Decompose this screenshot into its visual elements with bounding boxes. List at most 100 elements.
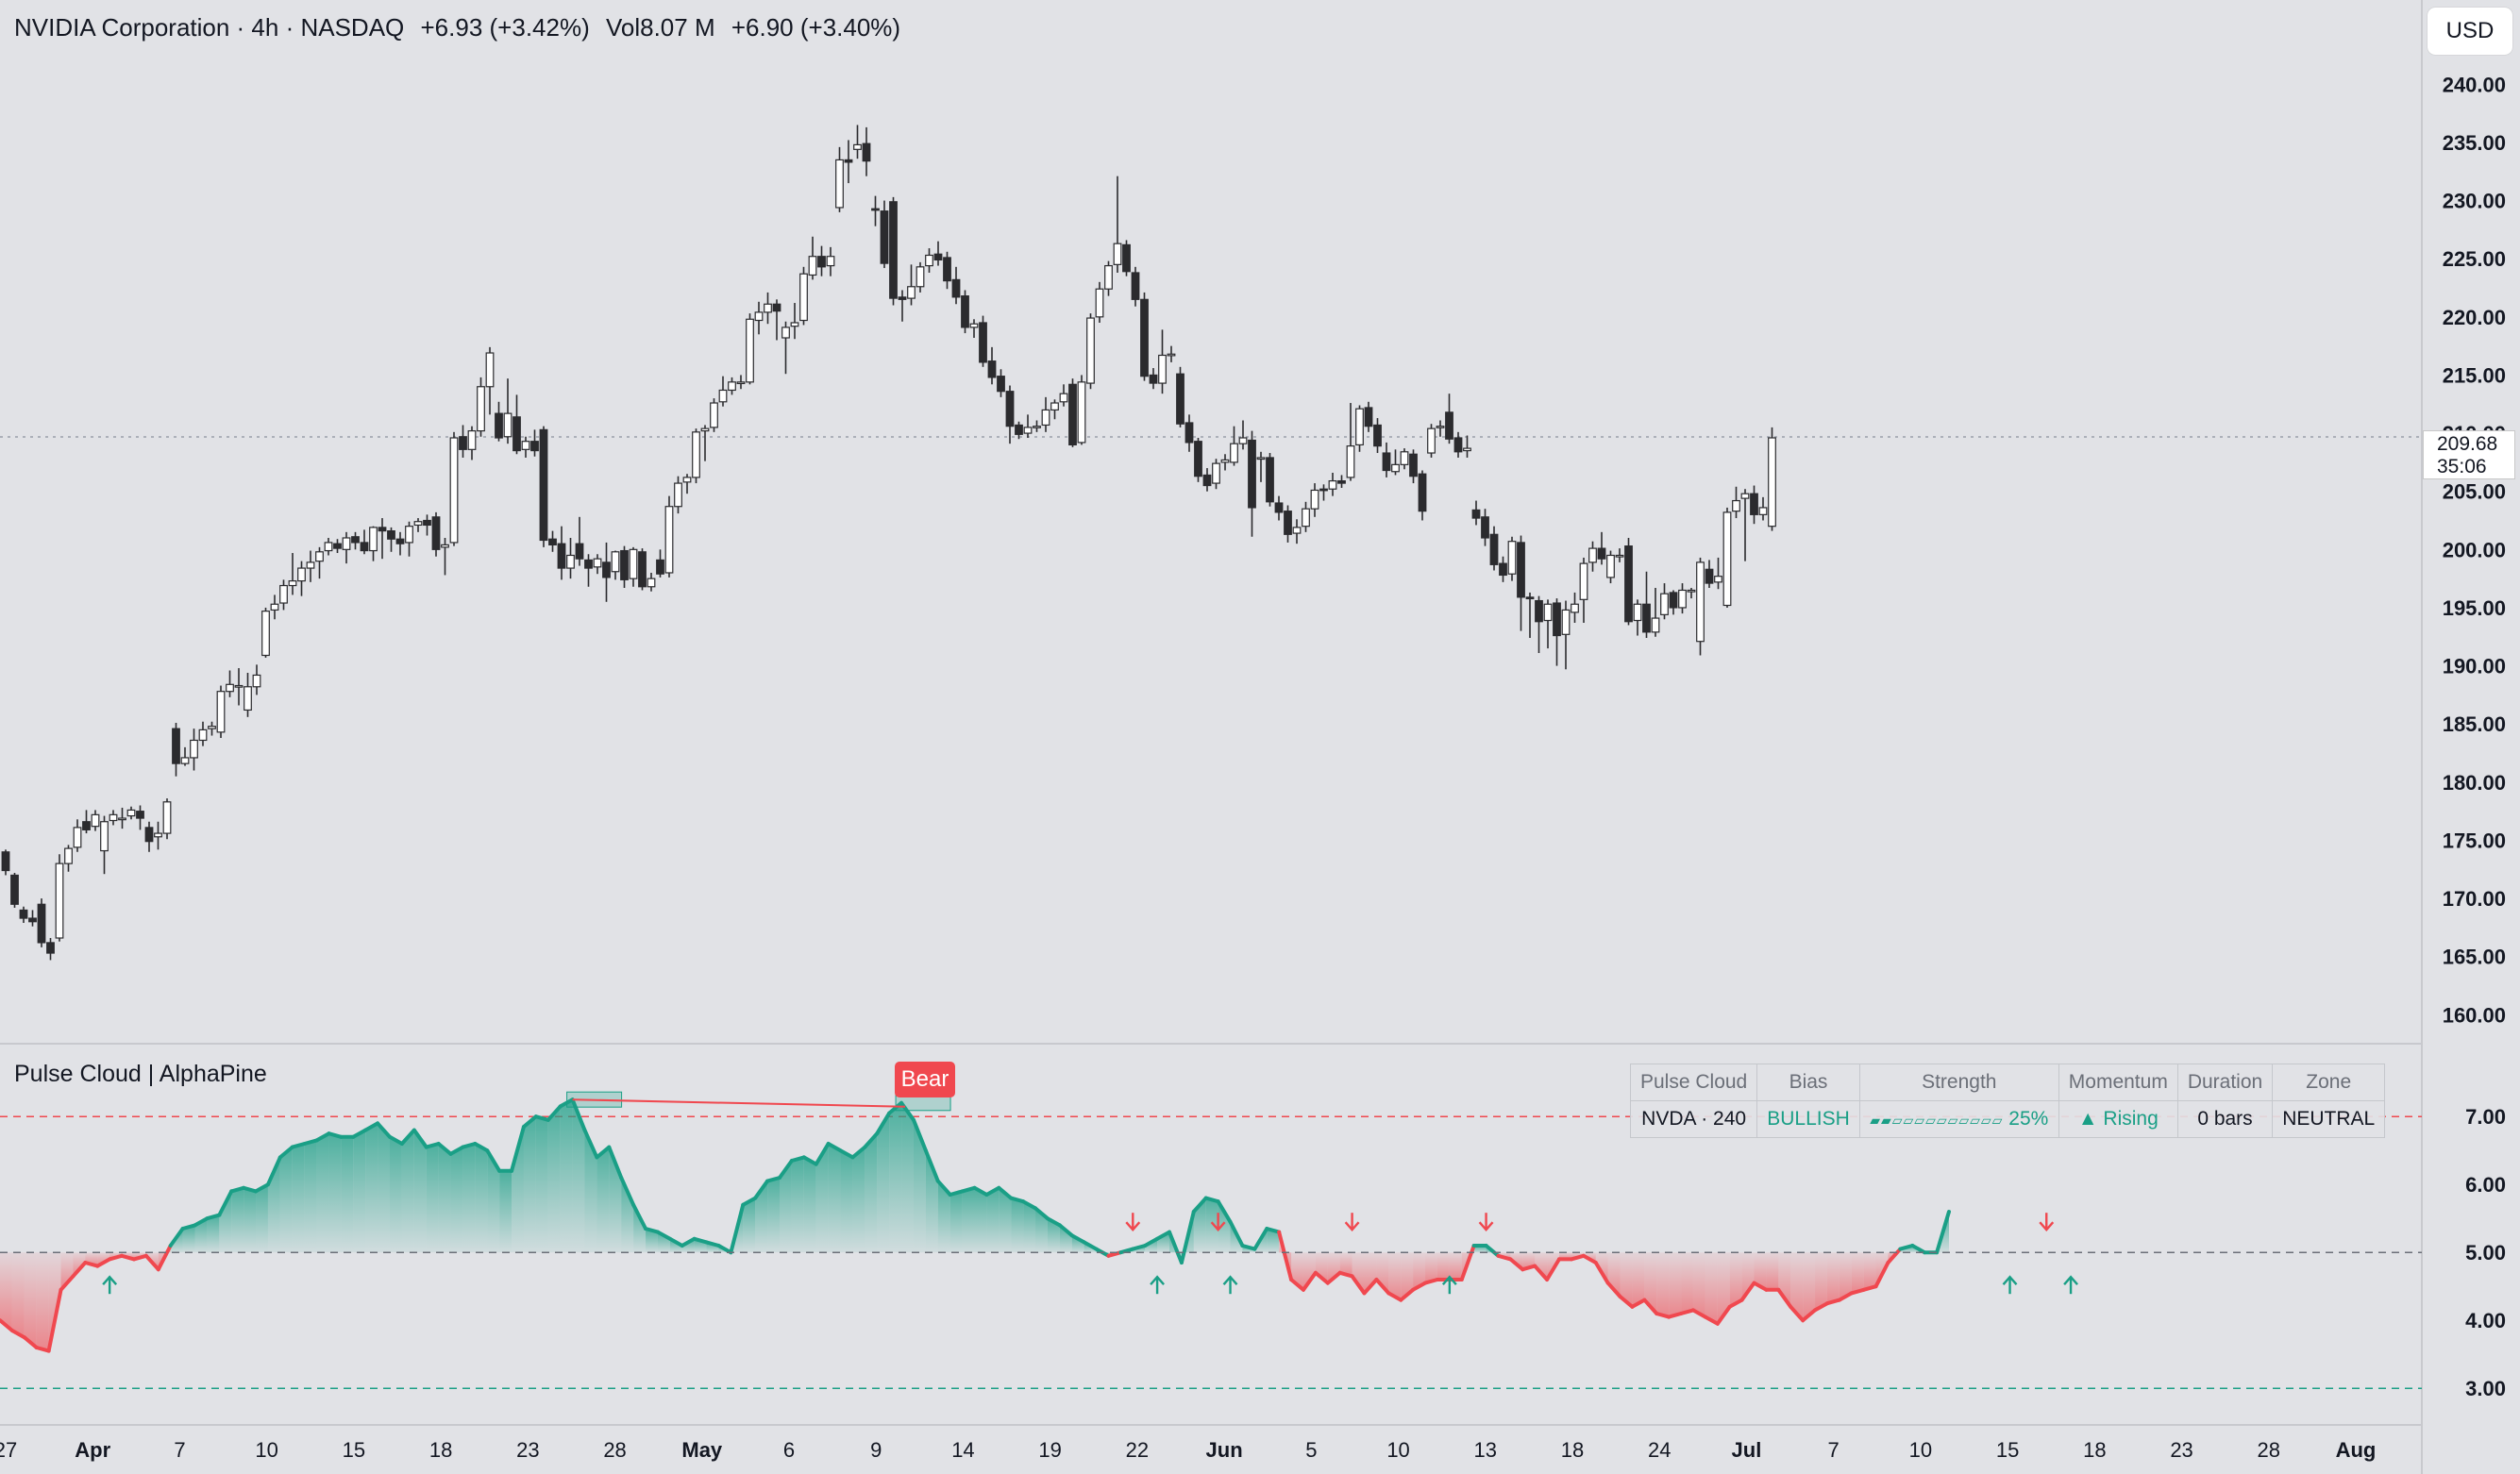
time-tick-label: 10 xyxy=(1386,1438,1409,1462)
candle xyxy=(611,550,620,580)
candle xyxy=(692,428,700,484)
candle xyxy=(1113,176,1122,273)
bar-countdown: 35:06 xyxy=(2437,456,2487,477)
pulse-line-segment xyxy=(1289,1278,1305,1292)
pulse-line-segment xyxy=(1935,1210,1951,1255)
pulse-line-segment xyxy=(302,1138,319,1146)
pulse-line-segment xyxy=(1655,1312,1672,1319)
pulse-line-segment xyxy=(644,1227,660,1234)
candle xyxy=(1059,384,1068,407)
pulse-line-segment xyxy=(424,1142,441,1149)
pulse-line-segment xyxy=(448,1145,465,1156)
candle xyxy=(1758,496,1768,521)
candle xyxy=(943,251,951,290)
candle xyxy=(728,377,736,395)
pulse-line-segment xyxy=(765,1176,781,1183)
indicator-title[interactable]: Pulse Cloud | AlphaPine xyxy=(14,1061,267,1087)
pulse-line-segment xyxy=(1179,1210,1196,1265)
hdr-momentum: Momentum xyxy=(2058,1064,2178,1101)
candle xyxy=(1535,595,1543,654)
candle xyxy=(467,426,477,461)
candle xyxy=(1131,266,1140,307)
pulse-line-segment xyxy=(814,1142,831,1166)
candle xyxy=(817,245,826,276)
candle xyxy=(1588,541,1597,572)
candle xyxy=(979,315,987,367)
candle xyxy=(118,807,126,829)
bull-signal-arrow-icon xyxy=(2002,1275,2018,1295)
time-tick-label: Jul xyxy=(1732,1438,1762,1462)
candle xyxy=(28,910,37,927)
candle xyxy=(826,246,835,276)
val-zone: NEUTRAL xyxy=(2272,1100,2386,1138)
pulse-line-segment xyxy=(838,1148,855,1160)
candle xyxy=(1714,557,1722,590)
candle xyxy=(1050,399,1059,420)
pulse-line-segment xyxy=(327,1131,344,1139)
candle xyxy=(1355,405,1364,452)
candle xyxy=(674,476,682,514)
pulse-line-segment xyxy=(1715,1304,1732,1326)
price-tick-label: 230.00 xyxy=(2443,190,2506,213)
candle xyxy=(1212,459,1220,490)
pulse-line-segment xyxy=(1191,1196,1208,1214)
candle xyxy=(862,126,871,176)
candle xyxy=(1651,588,1660,637)
candle xyxy=(1302,501,1310,532)
candle xyxy=(449,431,459,546)
candle xyxy=(754,301,764,335)
price-axis[interactable]: 240.00235.00230.00225.00220.00215.00210.… xyxy=(2443,73,2506,1027)
candle xyxy=(1525,592,1535,638)
candle xyxy=(1202,468,1212,492)
indicator-axis[interactable]: 7.00 6.00 5.00 4.00 3.00 xyxy=(2465,1105,2506,1400)
pulse-line-segment xyxy=(1605,1281,1622,1298)
candle xyxy=(647,572,656,592)
pulse-line-segment xyxy=(911,1117,928,1153)
pulse-line-segment xyxy=(1520,1264,1537,1272)
candle xyxy=(1167,345,1176,362)
candle xyxy=(1678,583,1687,614)
last-price-value: 209.68 xyxy=(2437,433,2498,455)
time-tick-label: 6 xyxy=(783,1438,795,1462)
currency-button[interactable]: USD xyxy=(2428,8,2512,55)
candle xyxy=(351,531,360,550)
pulse-line-segment xyxy=(1168,1230,1184,1265)
pulse-line-segment xyxy=(59,1274,76,1292)
candle xyxy=(1418,470,1427,521)
time-tick-label: 7 xyxy=(1828,1438,1840,1462)
pulse-line-segment xyxy=(193,1216,210,1228)
candle xyxy=(1553,598,1561,666)
pulse-line-segment xyxy=(607,1145,624,1180)
candle xyxy=(1140,292,1149,381)
pulse-line-segment xyxy=(1739,1281,1756,1302)
pulse-line-segment xyxy=(242,1185,259,1194)
pulse-line-segment xyxy=(1824,1298,1841,1306)
bear-signal-arrow-icon xyxy=(1478,1213,1494,1232)
time-axis[interactable]: 27 Apr 7 10 15 18 23 28 May 6 9 14 19 22 Jun 5 10 13 18 24 J… xyxy=(0,1438,2376,1462)
info-table-value-row: NVDA · 240 BULLISH ▰▰▱▱▱▱▱▱▱▱▱▱ 25% ▲ Ri… xyxy=(1629,1100,2386,1138)
pulse-line-segment xyxy=(1618,1295,1635,1309)
pulse-line-segment xyxy=(71,1261,88,1279)
candle xyxy=(1427,424,1436,458)
pulse-line-segment xyxy=(34,1346,51,1353)
pulse-line-segment xyxy=(801,1155,818,1166)
candle xyxy=(369,526,378,561)
pulse-line-segment xyxy=(0,1318,14,1332)
price-tick-label: 240.00 xyxy=(2443,73,2506,96)
candle xyxy=(746,313,754,385)
pulse-line-segment xyxy=(984,1185,1001,1197)
hdr-strength: Strength xyxy=(1858,1064,2059,1101)
candle xyxy=(136,805,144,830)
pulse-line-segment xyxy=(1801,1308,1818,1323)
candle xyxy=(1015,421,1023,440)
price-tick-label: 225.00 xyxy=(2443,247,2506,271)
pulse-line-segment xyxy=(1265,1227,1282,1234)
candle xyxy=(629,546,638,587)
candle xyxy=(539,426,548,547)
time-tick-label: Jun xyxy=(1206,1438,1243,1462)
symbol-legend[interactable]: NVIDIA Corporation · 4h · NASDAQ +6.93 (… xyxy=(14,13,910,42)
pulse-line-segment xyxy=(108,1253,125,1262)
time-tick-label: 15 xyxy=(1996,1438,2019,1462)
pulse-line-segment xyxy=(1082,1240,1099,1251)
